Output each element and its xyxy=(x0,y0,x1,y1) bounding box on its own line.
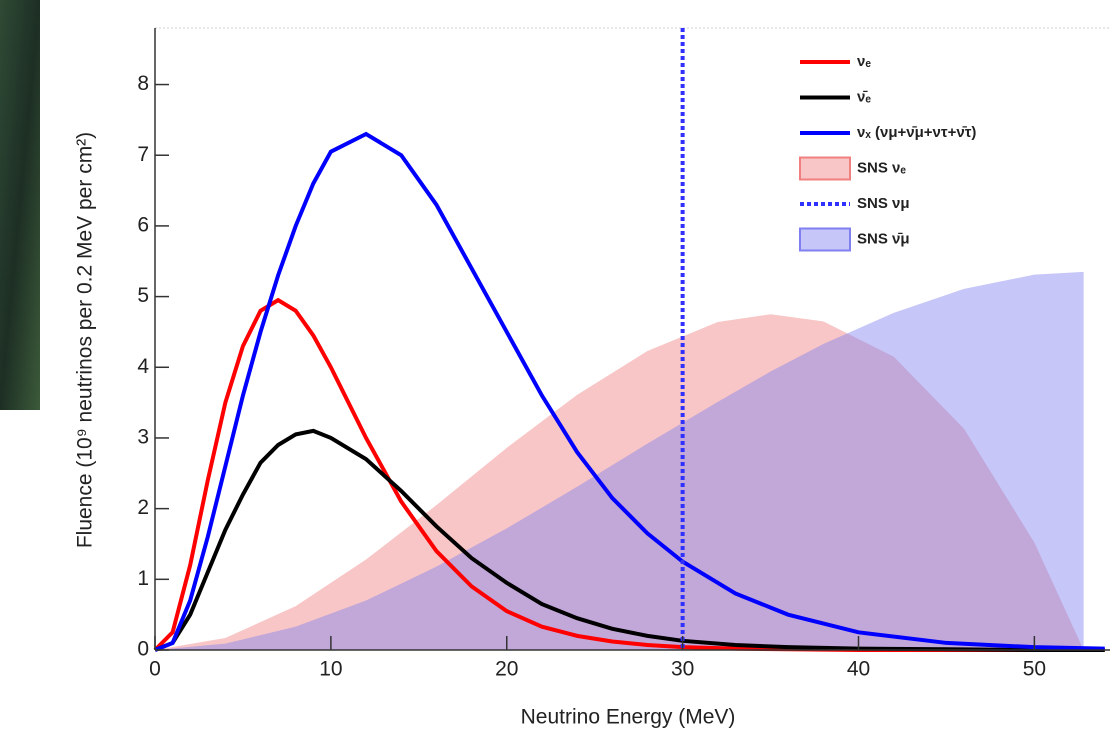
x-tick-label: 50 xyxy=(1023,658,1046,681)
area xyxy=(155,314,1084,650)
y-tick-label: 3 xyxy=(137,426,149,449)
legend-label: SNS ν̄μ xyxy=(857,230,910,247)
y-tick-label: 7 xyxy=(137,143,149,166)
legend-label: νₓ (νμ+ν̄μ+ντ+ν̄τ) xyxy=(857,124,976,141)
legend-label: ν̄ₑ xyxy=(857,88,871,105)
line xyxy=(154,428,1105,652)
legend-label: SNS νμ xyxy=(857,195,910,212)
x-tick-label: 20 xyxy=(495,658,518,681)
x-axis-label: Neutrino Energy (MeV) xyxy=(521,706,736,729)
y-tick-label: 0 xyxy=(137,638,149,661)
x-tick-label: 30 xyxy=(671,658,694,681)
y-tick-label: 4 xyxy=(137,355,149,378)
plot-area: 0 1 2 3 4 5 6 7 8 0 10 20 30 40 50 νₑ ν̄ₑ νₓ (νμ+ν̄μ+ντ+ν… xyxy=(137,27,1110,681)
y-tick-label: 2 xyxy=(137,496,149,519)
y-axis-label: Fluence (10⁹ neutrinos per 0.2 MeV per c… xyxy=(74,132,97,548)
legend-swatch xyxy=(799,227,851,252)
line xyxy=(154,131,1105,652)
y-tick-label: 5 xyxy=(137,284,149,307)
legend-label: νₑ xyxy=(857,53,871,70)
x-tick-label: 10 xyxy=(319,658,342,681)
x-tick-label: 40 xyxy=(847,658,870,681)
y-tick-label: 1 xyxy=(137,567,149,590)
x-tick-label: 0 xyxy=(149,658,161,681)
legend-swatch xyxy=(799,156,851,181)
y-tick-label: 8 xyxy=(137,72,149,95)
area xyxy=(155,271,1084,650)
background-photo xyxy=(0,0,40,410)
y-tick-label: 6 xyxy=(137,213,149,236)
legend-label: SNS νₑ xyxy=(857,159,906,176)
line xyxy=(153,297,1105,652)
